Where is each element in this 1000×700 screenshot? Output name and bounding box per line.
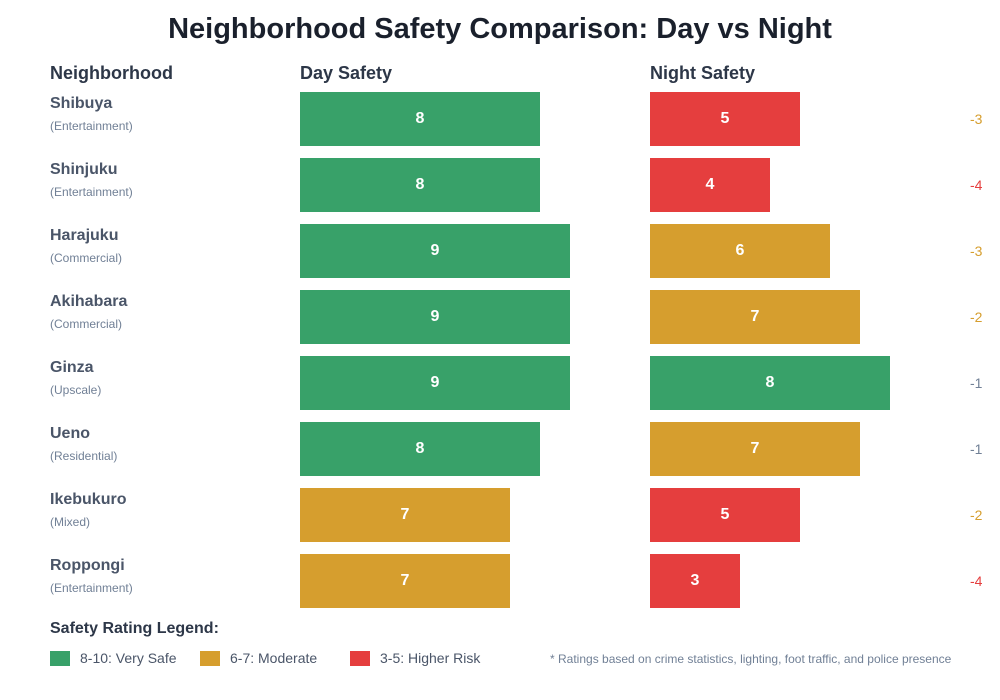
day-safety-bar: 8 xyxy=(300,92,540,146)
table-row: Akihabara (Commercial) 9 7 -2 xyxy=(0,290,1000,344)
legend-swatch xyxy=(350,650,370,666)
safety-difference: -1 xyxy=(970,375,983,391)
table-row: Ueno (Residential) 8 7 -1 xyxy=(0,422,1000,476)
day-safety-bar: 9 xyxy=(300,356,570,410)
safety-difference: -2 xyxy=(970,309,983,325)
neighborhood-category: (Upscale) xyxy=(50,383,102,397)
legend-swatch xyxy=(50,650,70,666)
night-safety-bar: 6 xyxy=(650,224,830,278)
night-safety-bar: 4 xyxy=(650,158,770,212)
neighborhood-name: Ikebukuro xyxy=(50,491,127,508)
legend-swatch xyxy=(200,650,220,666)
header-neighborhood: Neighborhood xyxy=(50,63,173,83)
legend-title: Safety Rating Legend: xyxy=(50,620,219,637)
header-day-safety: Day Safety xyxy=(300,63,393,83)
night-safety-bar: 3 xyxy=(650,554,740,608)
neighborhood-category: (Entertainment) xyxy=(50,581,133,595)
legend-label: 6-7: Moderate xyxy=(230,650,318,666)
neighborhood-category: (Commercial) xyxy=(50,317,122,331)
night-safety-bar: 7 xyxy=(650,422,860,476)
footnote: * Ratings based on crime statistics, lig… xyxy=(550,652,952,666)
day-safety-bar: 7 xyxy=(300,554,510,608)
neighborhood-name: Shibuya xyxy=(50,95,113,112)
day-safety-bar: 9 xyxy=(300,290,570,344)
table-row: Ikebukuro (Mixed) 7 5 -2 xyxy=(0,488,1000,542)
day-safety-bar: 8 xyxy=(300,158,540,212)
night-safety-bar: 8 xyxy=(650,356,890,410)
legend-item-moderate: 6-7: Moderate xyxy=(200,650,317,666)
table-row: Ginza (Upscale) 9 8 -1 xyxy=(0,356,1000,410)
legend-label: 3-5: Higher Risk xyxy=(380,650,481,666)
day-safety-bar: 7 xyxy=(300,488,510,542)
neighborhood-category: (Entertainment) xyxy=(50,119,133,133)
legend-item-very-safe: 8-10: Very Safe xyxy=(50,650,177,666)
safety-difference: -4 xyxy=(970,177,983,193)
neighborhood-name: Roppongi xyxy=(50,557,125,574)
neighborhood-category: (Residential) xyxy=(50,449,118,463)
table-row: Roppongi (Entertainment) 7 3 -4 xyxy=(0,554,1000,608)
safety-difference: -3 xyxy=(970,111,983,127)
neighborhood-name: Harajuku xyxy=(50,227,119,244)
neighborhood-category: (Commercial) xyxy=(50,251,122,265)
night-safety-bar: 5 xyxy=(650,488,800,542)
legend-label: 8-10: Very Safe xyxy=(80,650,177,666)
safety-difference: -4 xyxy=(970,573,983,589)
day-safety-bar: 9 xyxy=(300,224,570,278)
neighborhood-category: (Mixed) xyxy=(50,515,91,529)
table-row: Shinjuku (Entertainment) 8 4 -4 xyxy=(0,158,1000,212)
table-row: Shibuya (Entertainment) 8 5 -3 xyxy=(0,92,1000,146)
table-row: Harajuku (Commercial) 9 6 -3 xyxy=(0,224,1000,278)
safety-difference: -2 xyxy=(970,507,983,523)
legend: Safety Rating Legend: 8-10: Very Safe 6-… xyxy=(50,620,1000,690)
chart-title: Neighborhood Safety Comparison: Day vs N… xyxy=(168,13,832,45)
safety-difference: -3 xyxy=(970,243,983,259)
header-night-safety: Night Safety xyxy=(650,63,756,83)
neighborhood-category: (Entertainment) xyxy=(50,185,133,199)
night-safety-bar: 7 xyxy=(650,290,860,344)
night-safety-bar: 5 xyxy=(650,92,800,146)
legend-item-higher-risk: 3-5: Higher Risk xyxy=(350,650,480,666)
neighborhood-name: Ginza xyxy=(50,359,94,376)
day-safety-bar: 8 xyxy=(300,422,540,476)
safety-difference: -1 xyxy=(970,441,983,457)
neighborhood-name: Ueno xyxy=(50,425,90,442)
neighborhood-name: Shinjuku xyxy=(50,161,118,178)
neighborhood-name: Akihabara xyxy=(50,293,128,310)
